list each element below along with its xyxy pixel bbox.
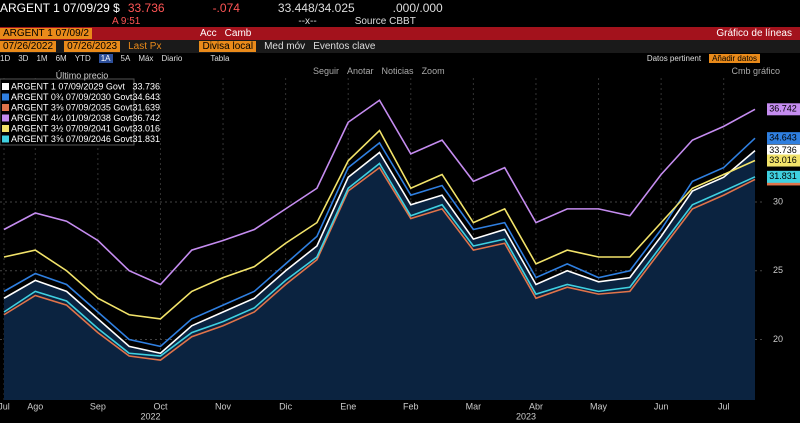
legend-last-price: 36.742 [132, 113, 160, 123]
x-tick-label: Abr [529, 401, 543, 411]
last-value-badge [767, 170, 800, 183]
last-value-label: 33.016 [769, 155, 797, 165]
menu-acc[interactable]: Acc [199, 28, 217, 39]
x-tick-label: Nov [215, 401, 232, 411]
currency[interactable]: Divisa local [199, 41, 257, 52]
year-label: 2023 [516, 411, 536, 421]
last-value-badge [767, 132, 800, 145]
period-button[interactable]: 3D [18, 54, 29, 63]
last-value-label: 36.742 [769, 104, 797, 114]
period-button[interactable]: 1D [0, 54, 11, 63]
period-button[interactable]: 6M [55, 54, 67, 63]
plot-background [0, 78, 765, 400]
price: 33.736 [127, 1, 165, 15]
x-tick-label: May [590, 401, 608, 411]
series-line [3, 129, 756, 320]
date-to[interactable]: 07/26/2023 [64, 41, 121, 52]
legend-entry: ARGENT 1 07/09/2029 Govt [11, 81, 125, 91]
table[interactable]: Tabla [210, 54, 230, 63]
y-tick-label: 20 [773, 334, 783, 344]
legend-last-price: 34.643 [132, 92, 160, 102]
y-tick-label: 25 [773, 265, 783, 275]
moving-avg[interactable]: Med móv [264, 41, 306, 52]
last-value-badge [767, 173, 800, 186]
command-bar: ARGENT 1 07/09/2 Acc Camb Gráfico de lín… [0, 27, 800, 40]
period-bar: Diario Tabla Datos pertinent Añadir dato… [0, 53, 800, 64]
series-line [3, 137, 756, 348]
chart-tool[interactable]: Noticias [381, 65, 414, 76]
legend-swatch [2, 135, 9, 143]
ticker[interactable]: ARGENT 1 07/09/29 $ [0, 1, 120, 15]
legend-swatch [2, 83, 9, 90]
security-field[interactable]: ARGENT 1 07/09/2 [0, 28, 92, 39]
chart-tools: Cmb gráfico Seguir Anotar Noticias Zoom [0, 64, 800, 77]
source: Source CBBT [354, 16, 416, 27]
legend-entry: ARGENT 0¾ 07/09/2030 Govt [11, 92, 133, 102]
x-tick-label: Oct [153, 401, 168, 411]
last-value-badge [767, 144, 800, 157]
series-line [3, 150, 756, 355]
series-line [3, 166, 756, 361]
x-tick-label: Jul [718, 401, 730, 411]
x-tick-label: Sep [90, 401, 106, 411]
date-from[interactable]: 07/26/2022 [0, 41, 57, 52]
legend-swatch [2, 93, 9, 101]
x-tick-label: Jun [654, 401, 669, 411]
series-line [3, 99, 756, 286]
legend-entry: ARGENT 4¼ 01/09/2038 Govt [11, 113, 133, 123]
legend-last-price: 33.016 [132, 123, 160, 133]
period-button[interactable]: YTD [74, 54, 91, 63]
legend-entry: ARGENT 3⅝ 07/09/2046 Govt [11, 134, 133, 144]
last-value-badge [767, 154, 800, 167]
legend-swatch [2, 125, 9, 132]
legend-last-price: 31.639 [132, 102, 160, 112]
related-data[interactable]: Datos pertinent [646, 54, 702, 63]
area [4, 150, 755, 400]
frequency[interactable]: Diario [161, 54, 183, 63]
legend-entry: ARGENT 3½ 07/09/2041 Govt [11, 123, 133, 133]
add-data[interactable]: Añadir datos [709, 54, 760, 63]
quote-bar: ARGENT 1 07/09/29 $ 33.736 -.074 33.448/… [0, 0, 800, 16]
time: A 9:51 [112, 16, 141, 27]
period-button[interactable]: 1M [36, 54, 48, 63]
volume: .000/.000 [392, 1, 443, 15]
legend-entry: ARGENT 3⅝ 07/09/2035 Govt [11, 102, 133, 112]
change-chart[interactable]: Cmb gráfico [731, 65, 780, 76]
last-value-label: 34.643 [769, 133, 797, 143]
last-value-label: 31.831 [769, 171, 797, 181]
last-value-label: 31.639 [769, 174, 797, 184]
period-button[interactable]: Máx [138, 54, 154, 63]
field[interactable]: Last Px [128, 41, 162, 52]
last-value-label: 33.736 [769, 145, 797, 155]
chart-tool[interactable]: Anotar [347, 65, 374, 76]
events[interactable]: Eventos clave [313, 41, 376, 52]
legend-swatch [2, 114, 9, 122]
chart-tool[interactable]: Zoom [421, 65, 445, 76]
chart-tool[interactable]: Seguir [313, 65, 340, 76]
change: -.074 [212, 1, 240, 15]
x-tick-label: Ene [340, 401, 356, 411]
x-tick-label: Jul [0, 401, 10, 411]
year-label: 2022 [140, 411, 160, 421]
status-bar: A 9:51 --x-- Source CBBT [0, 16, 800, 27]
period-button[interactable]: 1A [98, 54, 113, 63]
marker: --x-- [298, 16, 317, 27]
legend-last-price: 33.736 [132, 81, 160, 91]
menu-camb[interactable]: Camb [224, 28, 252, 39]
series-line [3, 162, 756, 357]
x-tick-label: Ago [27, 401, 43, 411]
chart-kind: Gráfico de líneas [716, 28, 792, 39]
x-tick-label: Dic [279, 401, 292, 411]
x-tick-label: Mar [466, 401, 482, 411]
bid-ask: 33.448/34.025 [277, 1, 355, 15]
legend-last-price: 31.831 [132, 134, 160, 144]
period-button[interactable]: 5A [120, 54, 131, 63]
last-value-badge [767, 103, 800, 116]
y-tick-label: 30 [773, 196, 783, 206]
x-tick-label: Feb [403, 401, 419, 411]
settings-bar: 07/26/2022 07/26/2023 Last Px Divisa loc… [0, 40, 800, 53]
legend-swatch [2, 104, 9, 111]
legend-box [0, 78, 135, 146]
